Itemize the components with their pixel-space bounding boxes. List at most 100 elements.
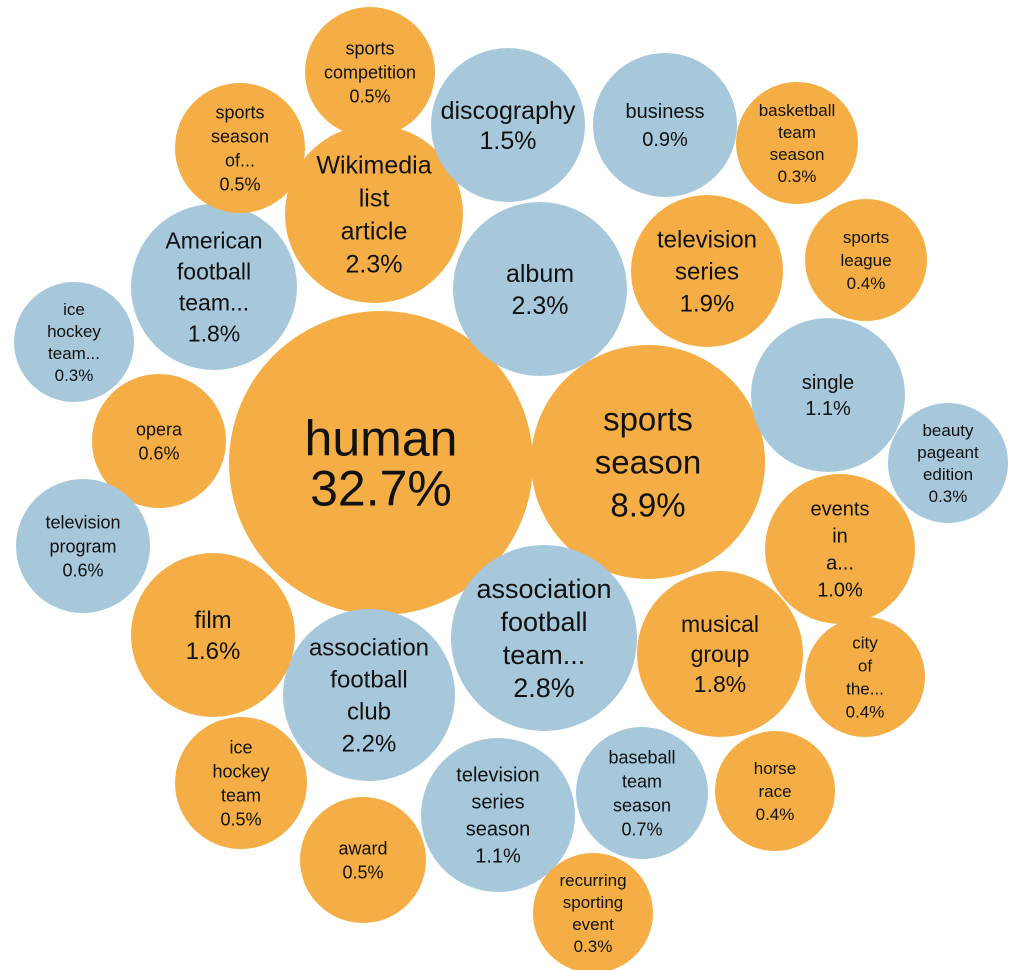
bubble-label: American football team... 1.8% (165, 228, 262, 347)
bubble-category-label: television (45, 512, 120, 532)
bubble-sports-season: sports season 8.9% (531, 345, 765, 579)
bubble-category-label: of (858, 656, 872, 675)
bubble-category-label: hockey (212, 761, 269, 781)
bubble-label: human 32.7% (305, 411, 458, 517)
bubble-value-label: 0.7% (621, 819, 662, 839)
bubble-circle (175, 83, 305, 213)
bubble-category-label: season (613, 795, 671, 815)
bubble-category-label: musical (681, 611, 759, 637)
bubble-value-label: 2.2% (342, 730, 397, 757)
bubble-value-label: 0.9% (642, 129, 688, 151)
bubble-film: film 1.6% (131, 553, 295, 717)
bubble-city-of-the: city of the... 0.4% (805, 617, 925, 737)
bubble-category-label: ice (229, 737, 252, 757)
bubble-circle (805, 199, 927, 321)
bubble-value-label: 1.5% (480, 127, 537, 155)
bubble-value-label: 0.6% (138, 443, 179, 463)
bubble-sports-league: sports league 0.4% (805, 199, 927, 321)
bubble-circle (631, 195, 783, 347)
bubble-value-label: 0.5% (342, 862, 383, 882)
bubble-sports-competition: sports competition 0.5% (305, 7, 435, 137)
bubble-category-label: race (758, 782, 791, 801)
bubble-category-label: basketball (759, 101, 836, 120)
bubble-category-label: association (309, 634, 429, 661)
bubble-value-label: 0.5% (349, 86, 390, 106)
bubble-association-football-team: association football team... 2.8% (451, 545, 637, 731)
bubble-category-label: in (832, 526, 848, 548)
bubble-circle (533, 853, 653, 970)
bubble-label: basketball team season 0.3% (759, 101, 836, 186)
bubble-circle (285, 125, 463, 303)
bubble-value-label: 1.0% (817, 580, 863, 602)
bubble-category-label: sports (345, 38, 394, 58)
bubble-value-label: 1.6% (186, 638, 241, 665)
bubble-circle (131, 204, 297, 370)
bubble-american-football-team: American football team... 1.8% (131, 204, 297, 370)
bubble-label: album 2.3% (506, 260, 574, 320)
bubble-discography: discography 1.5% (431, 48, 585, 202)
bubble-category-label: competition (324, 62, 416, 82)
bubble-circle (531, 345, 765, 579)
bubble-circle (300, 797, 426, 923)
bubble-wikimedia-list-article: Wikimedia list article 2.3% (285, 125, 463, 303)
bubble-category-label: season (466, 819, 531, 841)
bubble-circle (715, 731, 835, 851)
bubble-label: television series 1.9% (657, 226, 757, 317)
bubble-single: single 1.1% (751, 318, 905, 472)
bubble-opera: opera 0.6% (92, 374, 226, 508)
bubble-circle (805, 617, 925, 737)
bubble-circle (131, 553, 295, 717)
bubble-category-label: series (471, 792, 524, 814)
bubble-sports-season-of: sports season of... 0.5% (175, 83, 305, 213)
bubble-value-label: 0.3% (929, 487, 968, 506)
bubble-value-label: 0.5% (220, 809, 261, 829)
bubble-beauty-pageant-edition: beauty pageant edition 0.3% (888, 403, 1008, 523)
bubble-category-label: event (572, 915, 614, 934)
bubble-label: association football club 2.2% (309, 634, 429, 757)
bubble-label: recurring sporting event 0.3% (559, 871, 626, 956)
bubble-label: business 0.9% (626, 101, 705, 151)
bubble-musical-group: musical group 1.8% (637, 571, 803, 737)
bubble-value-label: 0.4% (846, 702, 885, 721)
bubble-label: baseball team season 0.7% (608, 747, 675, 839)
bubble-category-label: album (506, 260, 574, 288)
bubble-label: association football team... 2.8% (476, 574, 611, 703)
bubble-label: musical group 1.8% (681, 611, 759, 697)
bubble-category-label: program (49, 536, 116, 556)
bubble-label: film 1.6% (186, 607, 241, 665)
bubble-category-label: sporting (563, 893, 623, 912)
bubble-category-label: recurring (559, 871, 626, 890)
bubble-category-label: list (359, 184, 390, 212)
bubble-human: human 32.7% (229, 311, 533, 615)
bubble-value-label: 1.8% (694, 671, 746, 697)
bubble-label: sports season of... 0.5% (211, 102, 269, 194)
bubble-label: city of the... 0.4% (846, 633, 885, 721)
bubble-category-label: Wikimedia (316, 151, 431, 179)
bubble-category-label: television (456, 765, 539, 787)
bubble-category-label: season (595, 444, 701, 481)
bubble-category-label: sports (215, 102, 264, 122)
bubble-category-label: football (500, 607, 587, 637)
bubble-circle (305, 7, 435, 137)
bubble-label: sports competition 0.5% (324, 38, 416, 106)
bubble-ice-hockey-team: ice hockey team... 0.3% (14, 282, 134, 402)
bubble-category-label: film (194, 607, 231, 634)
bubble-circle (637, 571, 803, 737)
bubble-category-label: team... (503, 640, 586, 670)
bubble-value-label: 2.3% (346, 250, 403, 278)
bubble-circle (431, 48, 585, 202)
bubble-value-label: 1.1% (475, 846, 521, 868)
bubble-label: ice hockey team... 0.3% (47, 300, 101, 385)
bubble-circle (751, 318, 905, 472)
bubble-category-label: award (338, 838, 387, 858)
bubble-circle (736, 82, 858, 204)
bubble-value-label: 2.3% (512, 292, 569, 320)
bubble-category-label: pageant (917, 443, 979, 462)
bubble-value-label: 0.3% (55, 366, 94, 385)
bubble-category-label: series (675, 258, 739, 285)
bubble-category-label: beauty (922, 421, 974, 440)
bubble-circle (888, 403, 1008, 523)
bubble-label: discography 1.5% (441, 97, 576, 155)
bubble-category-label: sports (603, 401, 693, 438)
